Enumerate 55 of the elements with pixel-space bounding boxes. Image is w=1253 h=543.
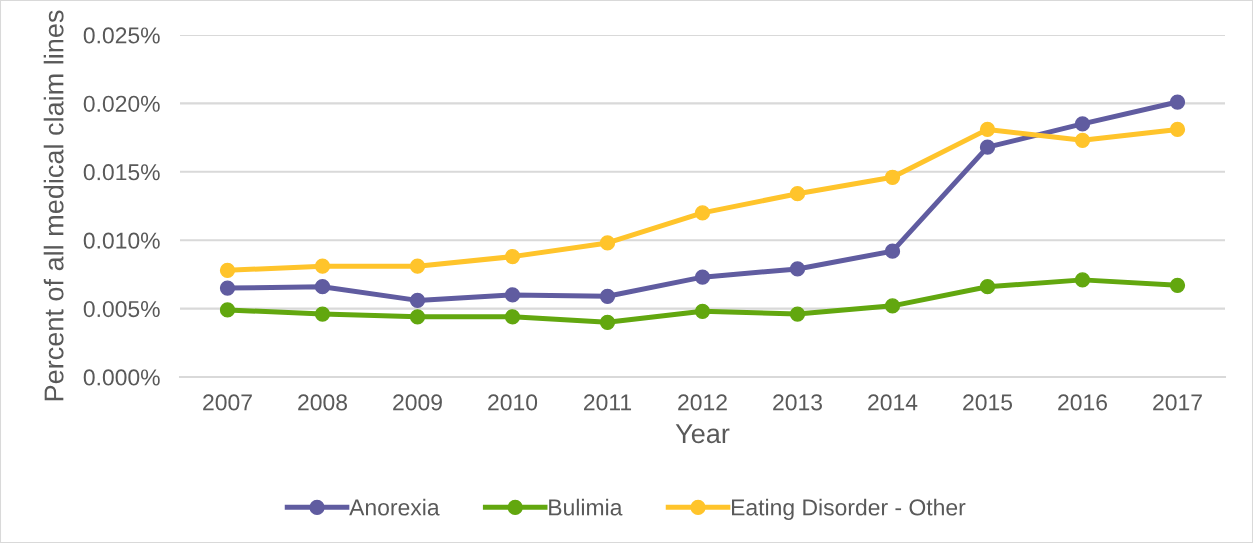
- x-tick-label: 2011: [584, 394, 632, 411]
- point: [314, 306, 331, 322]
- point: [219, 262, 236, 278]
- point: [694, 303, 711, 319]
- point: [314, 258, 331, 274]
- y-tick-label: 0.020%: [83, 95, 160, 112]
- legend-label: Bulimia: [549, 498, 623, 516]
- point: [884, 298, 901, 314]
- point: [789, 186, 806, 202]
- point: [599, 288, 616, 304]
- point: [409, 309, 426, 325]
- point: [314, 279, 331, 295]
- point: [789, 306, 806, 322]
- x-tick-label: 2014: [868, 394, 918, 411]
- point: [599, 235, 616, 251]
- y-tick-label: 0.010%: [83, 232, 160, 249]
- point: [1169, 277, 1186, 293]
- point: [884, 169, 901, 185]
- x-tick-label: 2016: [1058, 394, 1107, 411]
- point: [504, 248, 521, 265]
- point: [884, 243, 901, 259]
- point: [979, 121, 996, 138]
- y-tick-label: 0.015%: [83, 164, 160, 181]
- x-tick-label: 2015: [963, 394, 1013, 411]
- point: [694, 269, 711, 285]
- x-tick-label: 2008: [298, 394, 347, 411]
- point: [1074, 132, 1091, 148]
- x-tick-label: 2012: [678, 394, 727, 411]
- point: [409, 292, 426, 309]
- point: [409, 258, 426, 274]
- point: [219, 302, 236, 318]
- point: [694, 205, 711, 221]
- point: [979, 139, 996, 155]
- point: [1074, 272, 1091, 288]
- x-tick-label: 2013: [773, 394, 822, 411]
- point: [504, 287, 521, 303]
- y-tick-label: 0.000%: [83, 369, 160, 386]
- point: [1169, 94, 1186, 110]
- x-tick-label: 2010: [488, 394, 538, 411]
- point: [789, 261, 806, 277]
- point: [1074, 116, 1091, 132]
- y-tick-label: 0.005%: [83, 300, 160, 318]
- point: [599, 314, 616, 330]
- point: [1169, 121, 1186, 138]
- point: [504, 309, 521, 325]
- x-axis-title: Year: [675, 424, 730, 444]
- legend-label: Anorexia: [349, 498, 440, 516]
- point: [219, 280, 236, 296]
- y-tick-label: 0.025%: [83, 27, 160, 44]
- x-tick-label: 2009: [393, 394, 442, 411]
- x-tick-label: 2007: [203, 394, 252, 411]
- point: [979, 279, 996, 295]
- legend-label: Eating Disorder - Other: [732, 498, 966, 521]
- y-axis-title: Percent of all medical claim lines: [43, 10, 64, 401]
- x-tick-label: 2017: [1153, 394, 1202, 411]
